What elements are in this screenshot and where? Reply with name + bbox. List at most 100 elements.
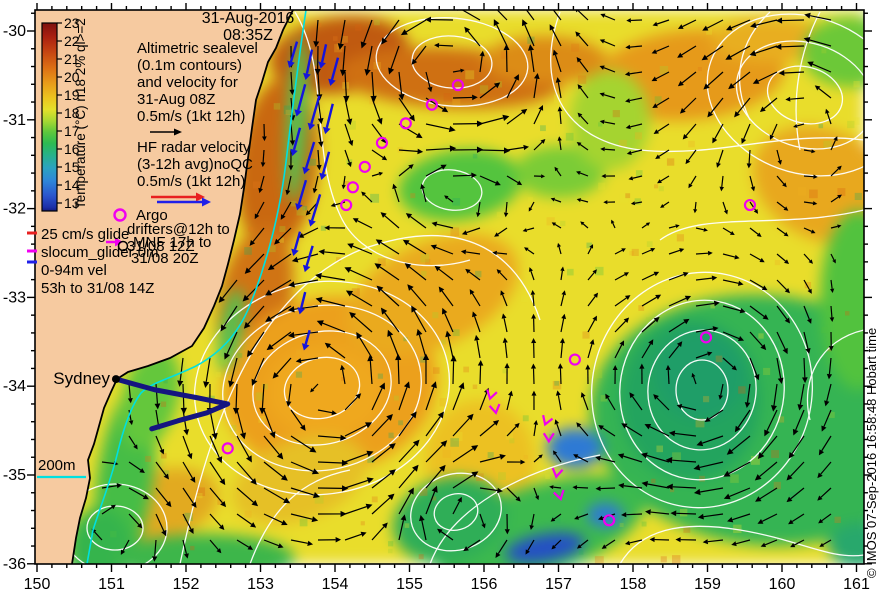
velocity-arrow	[803, 279, 811, 291]
velocity-arrow-head	[411, 58, 418, 65]
velocity-arrow-head	[335, 537, 342, 543]
velocity-arrow	[580, 199, 589, 203]
sst-noise-pixel	[669, 487, 675, 493]
sst-noise-pixel	[443, 93, 453, 102]
velocity-arrow-head	[531, 390, 537, 396]
velocity-arrow-head	[412, 464, 419, 472]
velocity-arrow	[479, 175, 497, 184]
velocity-arrow-head	[437, 411, 444, 419]
sst-noise-pixel	[598, 182, 606, 190]
velocity-arrow-head	[380, 212, 387, 218]
sst-noise-pixel	[377, 258, 386, 267]
velocity-arrow-head	[554, 419, 560, 425]
velocity-arrow	[530, 50, 535, 73]
velocity-arrow-head	[434, 265, 441, 272]
sst-noise-pixel	[472, 153, 478, 159]
velocity-arrow	[357, 220, 373, 229]
velocity-arrow-head	[624, 540, 631, 546]
velocity-arrow-head	[592, 315, 597, 322]
velocity-arrow-head	[481, 523, 486, 529]
velocity-arrow-head	[784, 259, 790, 265]
velocity-arrow	[315, 19, 319, 42]
y-axis-label: -31	[3, 112, 26, 129]
hf-radar-vector	[330, 57, 340, 80]
velocity-arrow-head	[657, 179, 662, 184]
velocity-arrow-head	[580, 221, 585, 226]
velocity-arrow-head	[287, 306, 295, 313]
velocity-arrow-head	[348, 140, 354, 147]
velocity-arrow-head	[441, 106, 449, 113]
sst-noise-pixel	[197, 493, 203, 499]
velocity-arrow	[209, 513, 222, 527]
sst-noise-pixel	[163, 470, 170, 477]
velocity-arrow-head	[360, 41, 367, 49]
velocity-arrow-head	[538, 104, 544, 111]
sst-noise-pixel	[577, 75, 587, 84]
velocity-arrow-head	[804, 12, 811, 19]
sst-noise-pixel	[699, 475, 705, 482]
sst-noise-pixel	[332, 36, 338, 41]
velocity-arrow	[682, 19, 697, 28]
colorbar-tick-label: 23	[64, 15, 80, 31]
velocity-arrow-head	[416, 328, 423, 336]
velocity-arrow	[749, 175, 754, 188]
hf-radar-vector	[310, 95, 321, 125]
velocity-arrow-head	[761, 285, 768, 291]
velocity-arrow	[579, 144, 589, 151]
velocity-arrow-head	[411, 305, 418, 313]
sst-noise-pixel	[355, 24, 362, 31]
velocity-arrow	[722, 227, 732, 234]
sst-noise-pixel	[439, 398, 448, 407]
velocity-arrow-head	[595, 455, 601, 461]
velocity-arrow	[334, 201, 346, 206]
velocity-arrow	[614, 320, 626, 333]
velocity-arrow-head	[515, 496, 521, 502]
velocity-arrow	[668, 249, 681, 255]
velocity-arrow	[317, 71, 320, 95]
velocity-arrow-head	[471, 445, 479, 452]
velocity-arrow	[749, 279, 764, 289]
velocity-arrow	[260, 175, 265, 189]
velocity-arrow	[425, 166, 443, 177]
velocity-arrow-head	[759, 257, 765, 263]
velocity-arrow-head	[116, 483, 123, 489]
velocity-arrow	[389, 335, 400, 359]
glider-track	[111, 375, 231, 432]
velocity-arrow	[612, 222, 616, 229]
velocity-arrow-head	[644, 424, 652, 430]
velocity-arrow	[626, 513, 643, 516]
velocity-arrow-head	[755, 496, 762, 502]
velocity-arrow-head	[696, 440, 704, 447]
x-axis-label: 154	[322, 576, 349, 593]
sst-noise-pixel	[498, 472, 506, 480]
hf-radar-arrows	[287, 41, 340, 351]
sst-noise-pixel	[505, 432, 513, 440]
velocity-arrow-head	[533, 420, 539, 425]
velocity-arrow	[155, 409, 159, 425]
sst-noise-pixel	[419, 488, 428, 496]
velocity-arrow-head	[211, 432, 218, 440]
velocity-arrow	[630, 123, 643, 128]
sst-noise-pixel	[351, 285, 357, 292]
velocity-arrow	[554, 223, 562, 229]
velocity-arrow	[776, 175, 785, 185]
velocity-arrow-head	[723, 493, 731, 500]
velocity-arrow	[722, 331, 740, 340]
sst-noise-pixel	[545, 474, 550, 480]
velocity-arrow-head	[530, 363, 537, 369]
velocity-arrow	[695, 252, 709, 255]
velocity-arrow	[317, 149, 320, 166]
velocity-arrow	[657, 123, 670, 132]
velocity-arrow	[623, 485, 643, 489]
velocity-arrow-head	[818, 449, 825, 456]
argo-legend-icon	[113, 208, 127, 222]
velocity-arrow	[300, 357, 319, 362]
velocity-arrow	[700, 487, 724, 493]
velocity-arrow	[559, 111, 562, 125]
velocity-arrow-head	[527, 44, 534, 51]
velocity-arrow-head	[576, 422, 582, 428]
altimetric-note-line3: and velocity for	[137, 74, 238, 91]
plot-frame	[34, 9, 865, 565]
velocity-arrow	[681, 405, 697, 411]
hf-radar-vector	[304, 141, 316, 169]
